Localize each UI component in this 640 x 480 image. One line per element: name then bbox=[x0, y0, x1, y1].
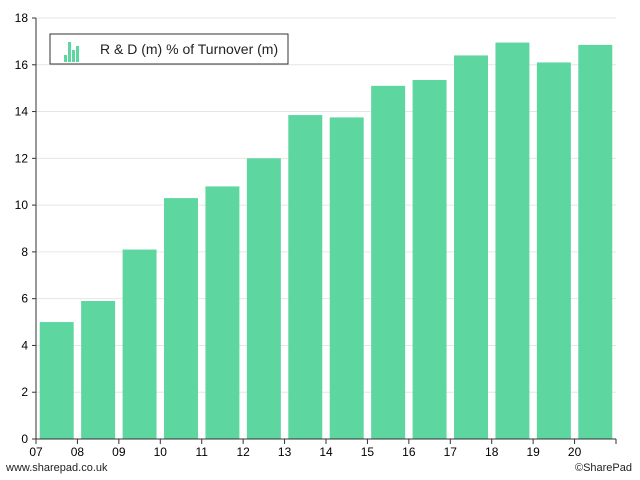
x-tick-label: 13 bbox=[278, 445, 292, 459]
x-tick-label: 18 bbox=[485, 445, 499, 459]
bar[interactable] bbox=[371, 85, 406, 440]
bar[interactable] bbox=[205, 186, 240, 439]
y-axis-ticks: 0 2 4 6 8 10 12 14 16 18 bbox=[15, 11, 36, 446]
x-axis-ticks: 07 08 09 10 11 12 13 14 15 16 17 18 19 20 bbox=[29, 439, 617, 459]
x-tick-label: 19 bbox=[526, 445, 540, 459]
x-tick-label: 12 bbox=[236, 445, 250, 459]
y-tick-label: 16 bbox=[15, 58, 29, 72]
bar[interactable] bbox=[81, 301, 116, 439]
x-tick-label: 11 bbox=[195, 445, 208, 459]
y-tick-label: 18 bbox=[15, 11, 29, 25]
x-tick-label: 20 bbox=[568, 445, 582, 459]
x-tick-label: 14 bbox=[319, 445, 333, 459]
y-tick-label: 10 bbox=[15, 198, 29, 212]
y-tick-label: 6 bbox=[21, 292, 28, 306]
x-tick-label: 17 bbox=[444, 445, 458, 459]
y-tick-label: 12 bbox=[15, 151, 29, 165]
bars bbox=[39, 42, 613, 440]
bar[interactable] bbox=[329, 117, 364, 440]
y-tick-label: 0 bbox=[21, 432, 28, 446]
bar[interactable] bbox=[39, 322, 74, 439]
x-tick-label: 10 bbox=[154, 445, 168, 459]
bar[interactable] bbox=[164, 198, 198, 439]
y-tick-label: 4 bbox=[21, 338, 28, 352]
y-tick-label: 2 bbox=[21, 385, 28, 399]
x-tick-label: 08 bbox=[71, 445, 85, 459]
x-tick-label: 07 bbox=[29, 445, 43, 459]
bar[interactable] bbox=[578, 44, 613, 440]
y-tick-label: 14 bbox=[15, 105, 29, 119]
bar[interactable] bbox=[536, 62, 571, 439]
bar-chart-icon bbox=[64, 42, 79, 62]
x-tick-label: 15 bbox=[361, 445, 375, 459]
x-tick-label: 16 bbox=[402, 445, 416, 459]
bar[interactable] bbox=[454, 55, 488, 440]
bar[interactable] bbox=[495, 42, 530, 439]
bar[interactable] bbox=[246, 158, 281, 440]
footer-copyright: ©SharePad bbox=[574, 462, 632, 474]
bar[interactable] bbox=[412, 79, 447, 439]
y-tick-label: 8 bbox=[21, 245, 28, 259]
legend-label: R & D (m) % of Turnover (m) bbox=[100, 41, 278, 57]
x-tick-label: 09 bbox=[112, 445, 126, 459]
bar[interactable] bbox=[122, 249, 157, 439]
legend[interactable]: R & D (m) % of Turnover (m) bbox=[49, 33, 289, 65]
bar[interactable] bbox=[288, 115, 323, 439]
footer-website: www.sharepad.co.uk bbox=[6, 462, 108, 474]
